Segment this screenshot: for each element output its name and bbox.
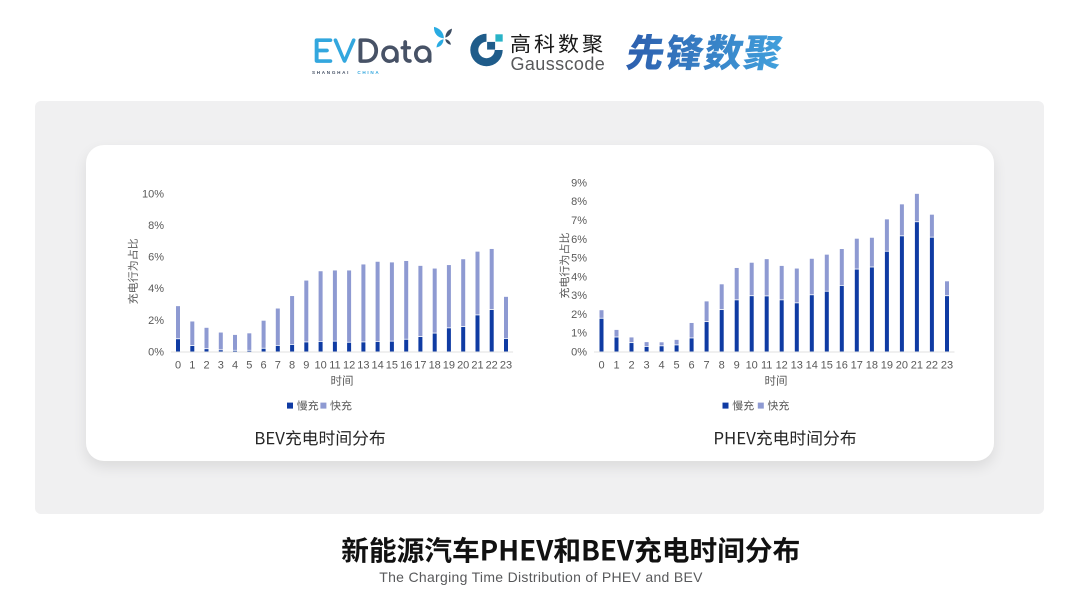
svg-text:6: 6 (261, 359, 267, 371)
svg-text:16: 16 (400, 359, 412, 371)
svg-text:5%: 5% (571, 253, 587, 265)
svg-text:17: 17 (851, 359, 863, 371)
svg-text:1: 1 (613, 359, 619, 371)
svg-text:2: 2 (203, 359, 209, 371)
svg-text:22: 22 (486, 359, 498, 371)
svg-text:10: 10 (314, 359, 326, 371)
svg-text:21: 21 (911, 359, 923, 371)
svg-text:18: 18 (429, 359, 441, 371)
svg-text:0%: 0% (571, 346, 587, 358)
svg-text:0: 0 (175, 359, 181, 371)
svg-text:14: 14 (806, 359, 818, 371)
svg-text:23: 23 (500, 359, 512, 371)
svg-text:4%: 4% (148, 283, 164, 295)
svg-text:3: 3 (644, 359, 650, 371)
svg-text:18: 18 (866, 359, 878, 371)
svg-text:2%: 2% (571, 309, 587, 321)
svg-text:10: 10 (746, 359, 758, 371)
svg-text:23: 23 (941, 359, 953, 371)
svg-text:11: 11 (329, 359, 340, 371)
svg-text:4: 4 (232, 359, 238, 371)
svg-text:14: 14 (371, 359, 383, 371)
svg-text:13: 13 (791, 359, 803, 371)
svg-text:Gausscode: Gausscode (511, 54, 606, 74)
svg-text:15: 15 (821, 359, 833, 371)
svg-text:19: 19 (443, 359, 455, 371)
svg-text:3%: 3% (571, 290, 587, 302)
svg-text:8%: 8% (571, 196, 587, 208)
svg-text:8%: 8% (148, 220, 164, 232)
svg-text:4%: 4% (571, 271, 587, 283)
svg-text:17: 17 (414, 359, 426, 371)
svg-text:1%: 1% (571, 328, 587, 340)
svg-text:2: 2 (628, 359, 634, 371)
svg-text:5: 5 (674, 359, 680, 371)
svg-text:15: 15 (386, 359, 398, 371)
svg-text:10%: 10% (142, 188, 164, 200)
svg-text:20: 20 (896, 359, 908, 371)
svg-text:7%: 7% (571, 215, 587, 227)
svg-text:22: 22 (926, 359, 938, 371)
svg-text:7: 7 (275, 359, 281, 371)
svg-text:0%: 0% (148, 346, 164, 358)
svg-text:9%: 9% (571, 178, 587, 190)
svg-text:19: 19 (881, 359, 893, 371)
svg-text:12: 12 (343, 359, 355, 371)
svg-text:1: 1 (189, 359, 195, 371)
svg-text:9: 9 (303, 359, 309, 371)
svg-text:16: 16 (836, 359, 848, 371)
svg-text:5: 5 (246, 359, 252, 371)
svg-text:21: 21 (471, 359, 483, 371)
svg-text:8: 8 (719, 359, 725, 371)
svg-text:3: 3 (218, 359, 224, 371)
svg-text:6%: 6% (571, 234, 587, 246)
svg-text:20: 20 (457, 359, 469, 371)
svg-text:12: 12 (776, 359, 788, 371)
svg-text:2%: 2% (148, 315, 164, 327)
svg-text:9: 9 (734, 359, 740, 371)
svg-text:6: 6 (689, 359, 695, 371)
svg-text:0: 0 (598, 359, 604, 371)
svg-text:7: 7 (704, 359, 710, 371)
svg-text:SHANGHAI: SHANGHAI (312, 70, 350, 75)
svg-text:CHINA: CHINA (357, 70, 380, 75)
svg-text:8: 8 (289, 359, 295, 371)
svg-text:4: 4 (659, 359, 665, 371)
svg-text:13: 13 (357, 359, 369, 371)
svg-text:6%: 6% (148, 252, 164, 264)
svg-text:11: 11 (761, 359, 772, 371)
